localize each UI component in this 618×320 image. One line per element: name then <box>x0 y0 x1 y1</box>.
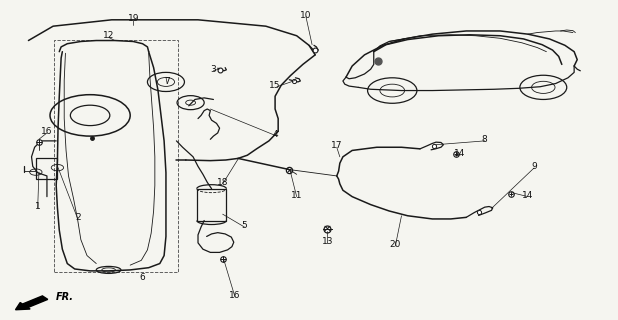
Text: 13: 13 <box>322 237 333 246</box>
Text: 16: 16 <box>41 127 53 136</box>
Text: 17: 17 <box>331 141 342 150</box>
Text: 8: 8 <box>482 135 488 144</box>
Text: 14: 14 <box>522 190 533 200</box>
Text: 11: 11 <box>291 190 302 200</box>
Text: 16: 16 <box>229 291 241 300</box>
Text: 2: 2 <box>75 213 80 222</box>
Text: 1: 1 <box>35 202 41 211</box>
Text: 9: 9 <box>531 162 537 171</box>
Text: 20: 20 <box>389 240 401 249</box>
Text: 5: 5 <box>242 221 247 230</box>
Text: FR.: FR. <box>56 292 74 302</box>
Text: 3: 3 <box>211 65 216 74</box>
Bar <box>197 189 226 220</box>
Text: 4: 4 <box>273 130 278 139</box>
Text: 10: 10 <box>300 11 311 20</box>
Text: 15: 15 <box>269 81 281 90</box>
Bar <box>36 158 57 179</box>
FancyArrow shape <box>15 296 48 310</box>
Text: 18: 18 <box>217 178 229 187</box>
Text: 7: 7 <box>164 77 170 86</box>
Text: 12: 12 <box>103 31 114 40</box>
Bar <box>54 40 177 272</box>
Text: 14: 14 <box>454 149 466 158</box>
Text: 19: 19 <box>127 14 139 23</box>
Text: 6: 6 <box>140 273 145 282</box>
